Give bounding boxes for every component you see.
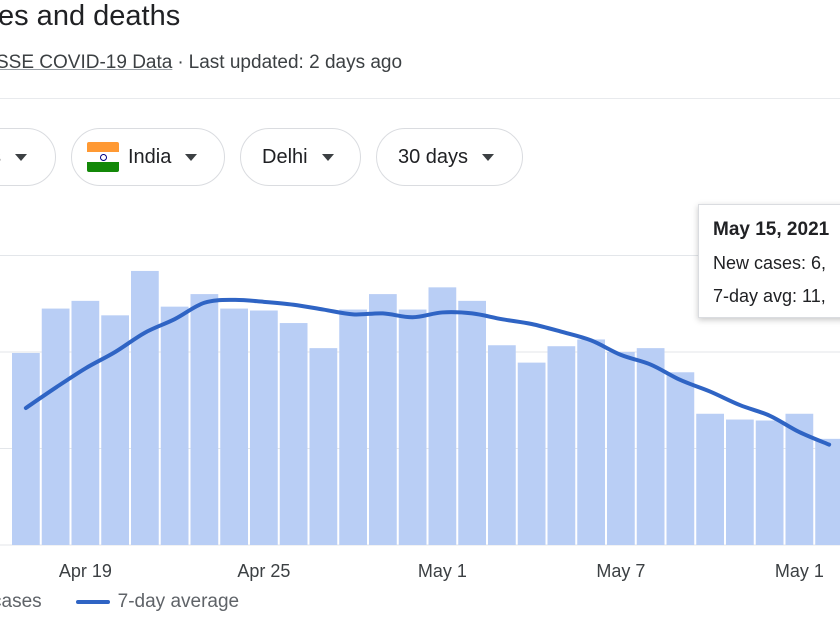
page-title: es and deaths (0, 0, 181, 32)
legend-cases-label: cases (0, 591, 42, 612)
x-tick-label: May 1 (775, 561, 824, 581)
x-tick-label: Apr 25 (237, 561, 290, 581)
cases-bar[interactable] (190, 294, 219, 545)
chart-tooltip: May 15, 2021 New cases: 6, 7-day avg: 11… (698, 204, 840, 318)
cases-bar[interactable] (755, 420, 784, 545)
chevron-down-icon (321, 153, 334, 161)
header-divider (0, 98, 840, 99)
cases-bar[interactable] (428, 287, 457, 545)
cases-bar[interactable] (279, 323, 308, 545)
cases-bar[interactable] (636, 348, 665, 545)
chart-legend: cases 7-day average (0, 591, 239, 613)
cases-bar[interactable] (220, 308, 248, 545)
chart-bars (12, 270, 840, 545)
cases-bar[interactable] (369, 294, 397, 545)
region-dropdown[interactable]: Delhi (240, 128, 361, 186)
india-flag-icon (87, 142, 119, 172)
metric-dropdown-label: s (0, 146, 1, 169)
cases-bar[interactable] (517, 362, 546, 545)
last-updated-text: Last updated: 2 days ago (188, 52, 403, 73)
chart-avg-line (23, 297, 832, 447)
cases-bar[interactable] (815, 438, 840, 545)
cases-bar[interactable] (488, 345, 516, 545)
cases-bar[interactable] (71, 300, 100, 545)
chevron-down-icon (185, 153, 198, 161)
cases-bar[interactable] (250, 310, 278, 545)
cases-bar[interactable] (309, 348, 338, 545)
cases-bar[interactable] (41, 308, 70, 545)
country-dropdown[interactable]: India (71, 128, 225, 186)
cases-bar[interactable] (726, 419, 754, 545)
cases-bar[interactable] (398, 309, 427, 545)
cases-bar[interactable] (666, 372, 695, 545)
source-line: SSE COVID-19 Data · Last updated: 2 days a… (0, 52, 402, 74)
cases-bar[interactable] (339, 309, 367, 545)
cases-bar[interactable] (547, 346, 576, 545)
source-link[interactable]: SSE COVID-19 Data (0, 52, 173, 73)
separator-dot: · (177, 52, 184, 73)
x-tick-label: May 7 (596, 561, 645, 581)
tooltip-new-cases: New cases: 6, (713, 253, 827, 273)
cases-bar[interactable] (160, 306, 189, 545)
chart-x-axis: Apr 19 Apr 25 May 1 May 7 May 1 (59, 561, 824, 581)
legend-avg-line-icon (75, 600, 110, 604)
cases-bar[interactable] (131, 270, 159, 545)
tooltip-date: May 15, 2021 (713, 219, 830, 240)
cases-chart[interactable]: Apr 19 Apr 25 May 1 May 7 May 1 (0, 200, 840, 585)
time-range-label: 30 days (398, 145, 469, 168)
x-tick-label: Apr 19 (59, 561, 112, 581)
chevron-down-icon (482, 153, 495, 161)
x-tick-label: May 1 (418, 561, 467, 581)
cases-bar[interactable] (607, 352, 635, 545)
cases-bar[interactable] (577, 339, 605, 545)
legend-avg-label: 7-day average (117, 591, 240, 612)
chevron-down-icon (15, 153, 27, 161)
cases-bar[interactable] (458, 300, 486, 545)
time-range-dropdown[interactable]: 30 days (376, 128, 523, 186)
tooltip-7day-avg: 7-day avg: 11, (713, 286, 826, 306)
region-dropdown-label: Delhi (262, 145, 308, 168)
metric-dropdown[interactable]: s (0, 128, 56, 186)
avg-line (23, 297, 832, 447)
cases-bar[interactable] (12, 352, 40, 545)
country-dropdown-label: India (128, 145, 172, 168)
cases-bar[interactable] (696, 413, 724, 545)
